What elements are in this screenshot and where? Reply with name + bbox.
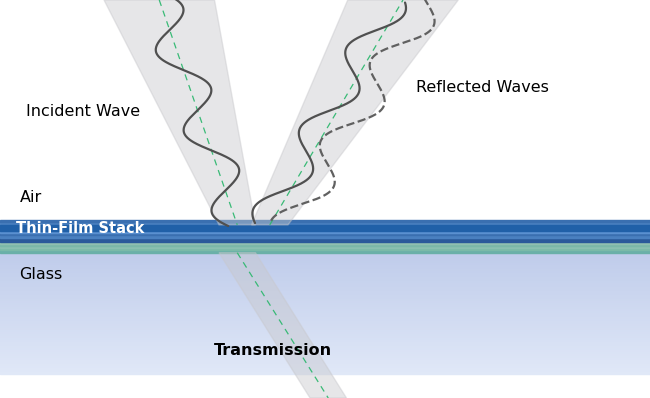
Bar: [0, 291, 650, 293]
Bar: [0, 326, 650, 328]
Bar: [0, 356, 650, 358]
Bar: [0, 238, 650, 242]
Bar: [0, 322, 650, 324]
Bar: [0, 354, 650, 356]
Bar: [0, 314, 650, 316]
Bar: [0, 311, 650, 314]
Bar: [0, 228, 650, 230]
Bar: [0, 318, 650, 320]
Bar: [0, 287, 650, 289]
Bar: [0, 271, 650, 273]
Bar: [0, 224, 650, 226]
Bar: [0, 235, 650, 238]
Bar: [0, 301, 650, 303]
Bar: [0, 220, 650, 222]
Text: Transmission: Transmission: [214, 343, 332, 358]
Bar: [0, 279, 650, 281]
Bar: [0, 348, 650, 350]
Bar: [0, 307, 650, 309]
Bar: [0, 332, 650, 334]
Bar: [0, 246, 650, 248]
Text: Air: Air: [20, 189, 42, 205]
Bar: [0, 281, 650, 283]
Text: Thin-Film Stack: Thin-Film Stack: [16, 221, 144, 236]
Text: Reflected Waves: Reflected Waves: [416, 80, 549, 95]
Bar: [0, 364, 650, 366]
Bar: [0, 263, 650, 265]
Bar: [0, 269, 650, 271]
Bar: [0, 255, 650, 257]
Bar: [0, 342, 650, 344]
Bar: [0, 250, 650, 253]
Bar: [0, 324, 650, 326]
Bar: [0, 295, 650, 297]
Bar: [0, 344, 650, 346]
Bar: [0, 233, 650, 235]
Bar: [0, 334, 650, 336]
Bar: [0, 222, 650, 224]
Bar: [0, 320, 650, 322]
Bar: [0, 265, 650, 267]
Bar: [0, 297, 650, 299]
Bar: [0, 244, 650, 246]
Bar: [0, 248, 650, 250]
Bar: [0, 366, 650, 368]
Bar: [0, 277, 650, 279]
Bar: [0, 372, 650, 374]
Bar: [0, 299, 650, 301]
Bar: [0, 352, 650, 354]
Bar: [0, 358, 650, 360]
Bar: [0, 283, 650, 285]
Polygon shape: [252, 0, 458, 225]
Bar: [0, 368, 650, 370]
Bar: [0, 316, 650, 318]
Bar: [0, 338, 650, 340]
Bar: [0, 285, 650, 287]
Bar: [0, 346, 650, 348]
Polygon shape: [219, 253, 346, 398]
Bar: [0, 225, 650, 231]
Bar: [0, 336, 650, 338]
Bar: [0, 253, 650, 255]
Bar: [0, 293, 650, 295]
Text: Incident Wave: Incident Wave: [26, 104, 140, 119]
Bar: [0, 303, 650, 305]
Text: Glass: Glass: [20, 267, 63, 282]
Bar: [0, 340, 650, 342]
Bar: [0, 330, 650, 332]
Bar: [0, 259, 650, 261]
Polygon shape: [104, 0, 255, 225]
Bar: [0, 370, 650, 372]
Bar: [0, 305, 650, 307]
Bar: [0, 309, 650, 311]
Bar: [0, 261, 650, 263]
Bar: [0, 257, 650, 259]
Bar: [0, 273, 650, 275]
Bar: [0, 328, 650, 330]
Bar: [0, 362, 650, 364]
Bar: [0, 360, 650, 362]
Bar: [0, 289, 650, 291]
Bar: [0, 226, 650, 228]
Bar: [0, 275, 650, 277]
Bar: [0, 350, 650, 352]
Bar: [0, 230, 650, 233]
Bar: [0, 242, 650, 244]
Bar: [0, 267, 650, 269]
